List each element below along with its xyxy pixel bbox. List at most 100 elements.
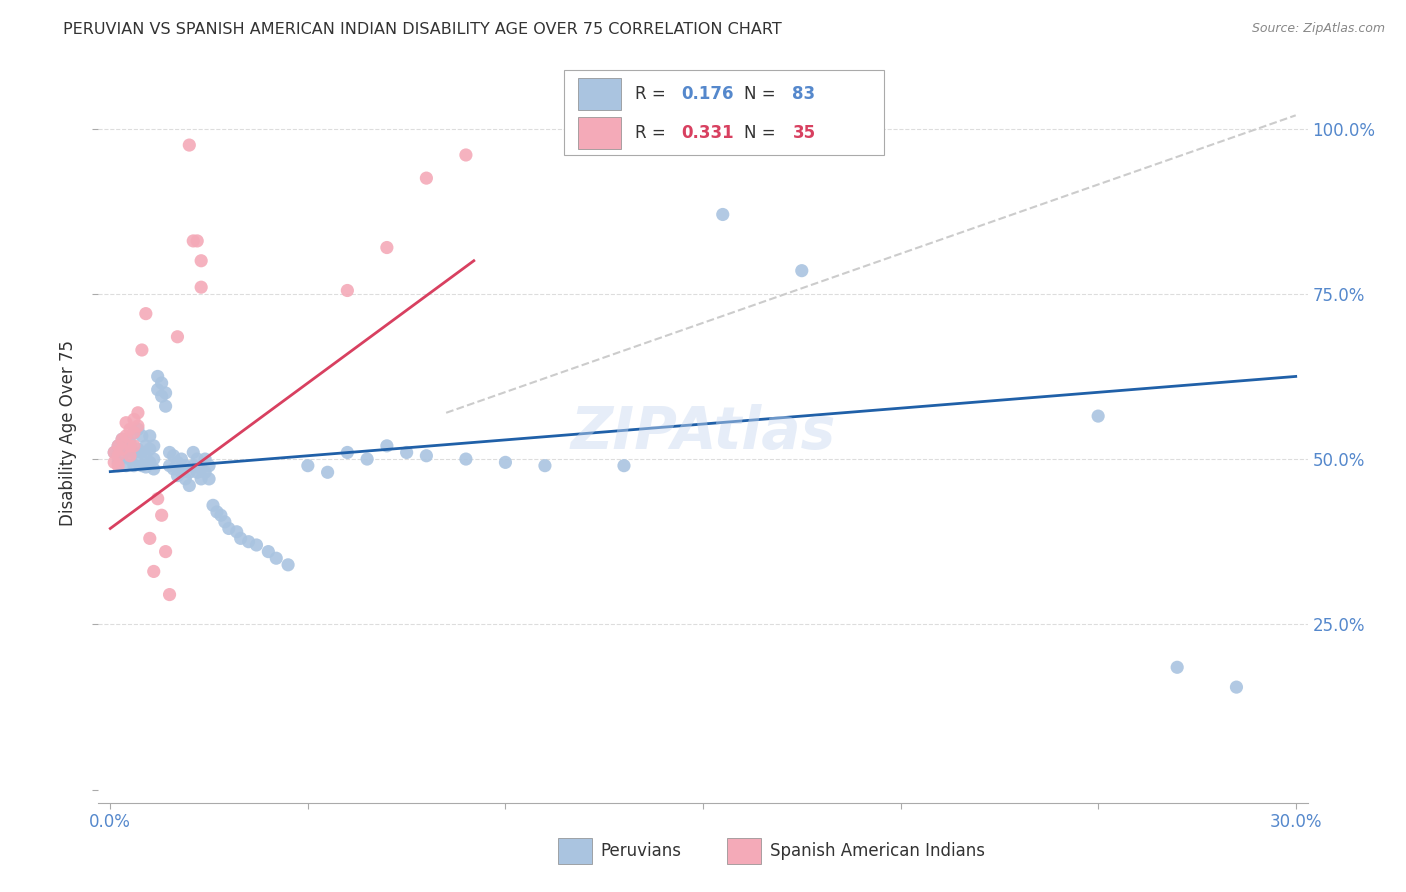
Text: 83: 83: [793, 85, 815, 103]
Point: [181, 234, 204, 248]
Text: 0.176: 0.176: [682, 85, 734, 103]
Point: [111, 449, 134, 463]
Point: [1166, 660, 1188, 674]
FancyBboxPatch shape: [578, 117, 621, 149]
Point: [166, 468, 188, 483]
Point: [264, 551, 287, 566]
FancyBboxPatch shape: [564, 70, 884, 155]
Point: [170, 452, 193, 467]
Point: [146, 369, 169, 384]
Point: [225, 524, 247, 539]
Point: [181, 445, 204, 459]
Point: [336, 445, 359, 459]
Point: [103, 445, 125, 459]
Point: [122, 445, 145, 459]
Point: [190, 472, 212, 486]
Point: [214, 515, 236, 529]
Point: [150, 376, 173, 390]
Point: [316, 465, 339, 479]
Point: [150, 389, 173, 403]
Point: [297, 458, 319, 473]
Point: [115, 458, 138, 473]
Point: [118, 452, 141, 467]
Point: [415, 171, 437, 186]
Point: [356, 452, 378, 467]
Point: [131, 458, 153, 473]
Point: [711, 207, 734, 221]
Point: [135, 449, 157, 463]
Text: R =: R =: [636, 85, 671, 103]
Point: [257, 544, 280, 558]
Point: [103, 445, 125, 459]
Point: [107, 455, 129, 469]
Point: [122, 458, 145, 473]
Point: [155, 544, 177, 558]
Point: [190, 462, 212, 476]
Point: [111, 442, 134, 457]
Point: [131, 429, 153, 443]
Point: [142, 565, 165, 579]
Text: ZIPAtlas: ZIPAtlas: [571, 404, 835, 461]
Point: [162, 449, 184, 463]
Point: [186, 234, 208, 248]
Point: [395, 445, 418, 459]
Point: [186, 465, 208, 479]
Point: [111, 432, 134, 446]
Text: Source: ZipAtlas.com: Source: ZipAtlas.com: [1251, 22, 1385, 36]
Point: [375, 240, 398, 255]
Text: PERUVIAN VS SPANISH AMERICAN INDIAN DISABILITY AGE OVER 75 CORRELATION CHART: PERUVIAN VS SPANISH AMERICAN INDIAN DISA…: [63, 22, 782, 37]
Point: [150, 508, 173, 523]
Point: [139, 442, 162, 457]
Point: [238, 534, 260, 549]
Point: [135, 460, 157, 475]
Point: [159, 588, 181, 602]
Point: [155, 399, 177, 413]
Point: [179, 465, 201, 479]
FancyBboxPatch shape: [727, 838, 761, 864]
Point: [115, 429, 138, 443]
Point: [115, 442, 138, 457]
Point: [198, 458, 221, 473]
Point: [122, 439, 145, 453]
Point: [179, 138, 201, 153]
Point: [454, 452, 477, 467]
Point: [181, 458, 204, 473]
Point: [375, 439, 398, 453]
Point: [202, 499, 225, 513]
Text: 0.331: 0.331: [682, 124, 734, 142]
Point: [146, 383, 169, 397]
Point: [179, 478, 201, 492]
Point: [127, 422, 149, 436]
Point: [135, 307, 157, 321]
Point: [277, 558, 299, 572]
Point: [122, 412, 145, 426]
Point: [190, 253, 212, 268]
Point: [139, 532, 162, 546]
Point: [1225, 680, 1247, 694]
Point: [174, 472, 197, 486]
FancyBboxPatch shape: [558, 838, 592, 864]
Point: [209, 508, 232, 523]
Point: [245, 538, 267, 552]
Point: [155, 386, 177, 401]
Text: R =: R =: [636, 124, 671, 142]
Point: [118, 439, 141, 453]
Point: [186, 452, 208, 467]
Point: [142, 462, 165, 476]
Point: [198, 472, 221, 486]
Point: [790, 263, 813, 277]
Point: [127, 419, 149, 434]
Point: [1087, 409, 1109, 423]
Point: [115, 416, 138, 430]
Point: [107, 439, 129, 453]
Point: [162, 462, 184, 476]
Point: [135, 439, 157, 453]
Point: [415, 449, 437, 463]
Point: [534, 458, 557, 473]
Point: [454, 148, 477, 162]
Text: N =: N =: [744, 85, 780, 103]
Point: [336, 284, 359, 298]
Point: [159, 445, 181, 459]
Point: [127, 406, 149, 420]
Point: [159, 458, 181, 473]
